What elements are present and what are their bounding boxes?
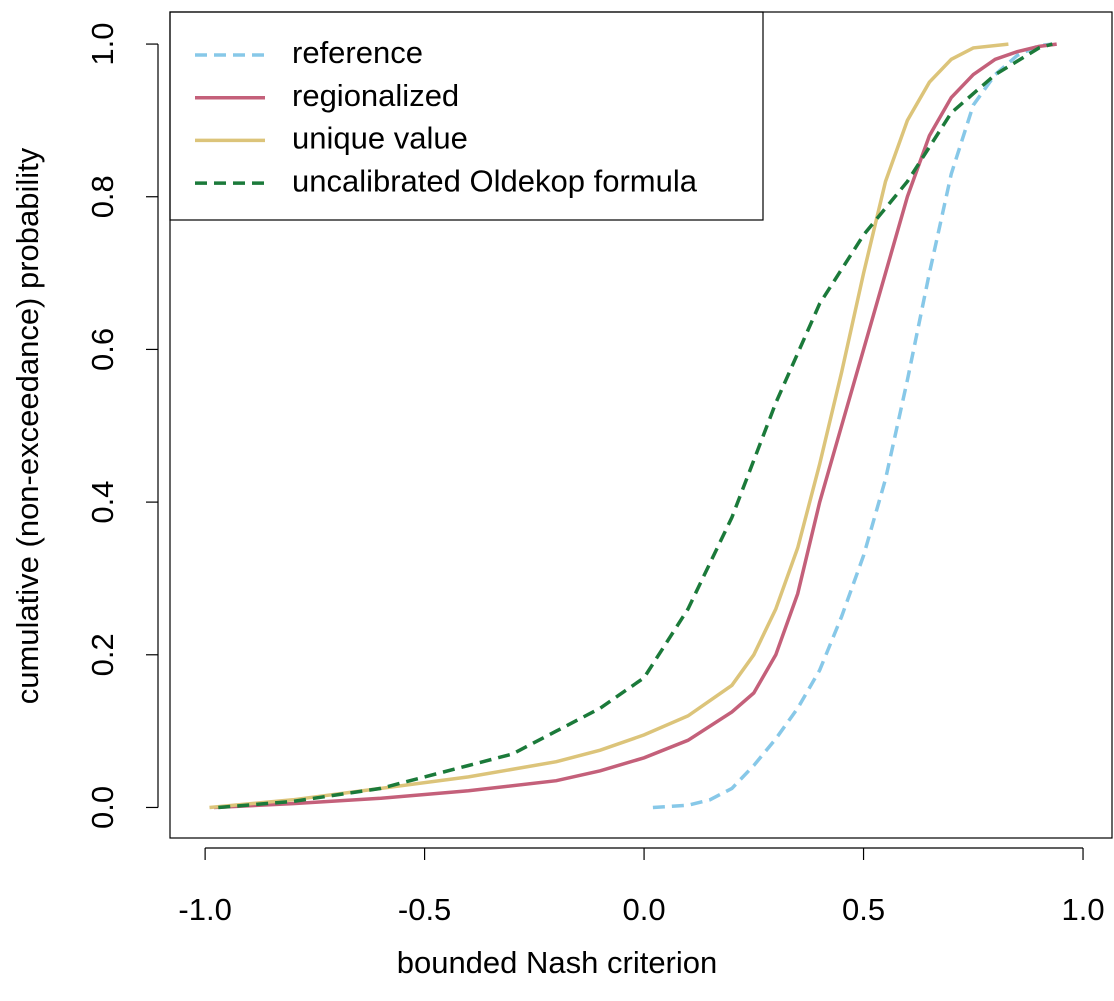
x-tick-label: 0.5 [842,892,885,927]
y-tick-label: 1.0 [85,23,120,66]
legend-label: regionalized [292,78,459,113]
legend-label: uncalibrated Oldekop formula [292,163,698,198]
x-tick-label: -1.0 [178,892,231,927]
y-tick-label: 0.0 [85,786,120,829]
x-axis-label: bounded Nash criterion [397,945,718,980]
x-tick-label: 0.0 [623,892,666,927]
legend-label: reference [292,35,423,70]
y-tick-label: 0.2 [85,633,120,676]
x-tick-label: -0.5 [398,892,451,927]
x-tick-label: 1.0 [1061,892,1104,927]
series-line [209,42,1009,810]
series-line [213,42,1057,810]
y-tick-label: 0.4 [85,481,120,524]
y-tick-label: 0.6 [85,328,120,371]
y-axis-label: cumulative (non-exceedance) probability [10,147,45,704]
series-line [652,42,1053,810]
legend-box [169,11,764,221]
series-line [218,42,1053,810]
legend-label: unique value [292,121,468,156]
y-tick-label: 0.8 [85,175,120,218]
